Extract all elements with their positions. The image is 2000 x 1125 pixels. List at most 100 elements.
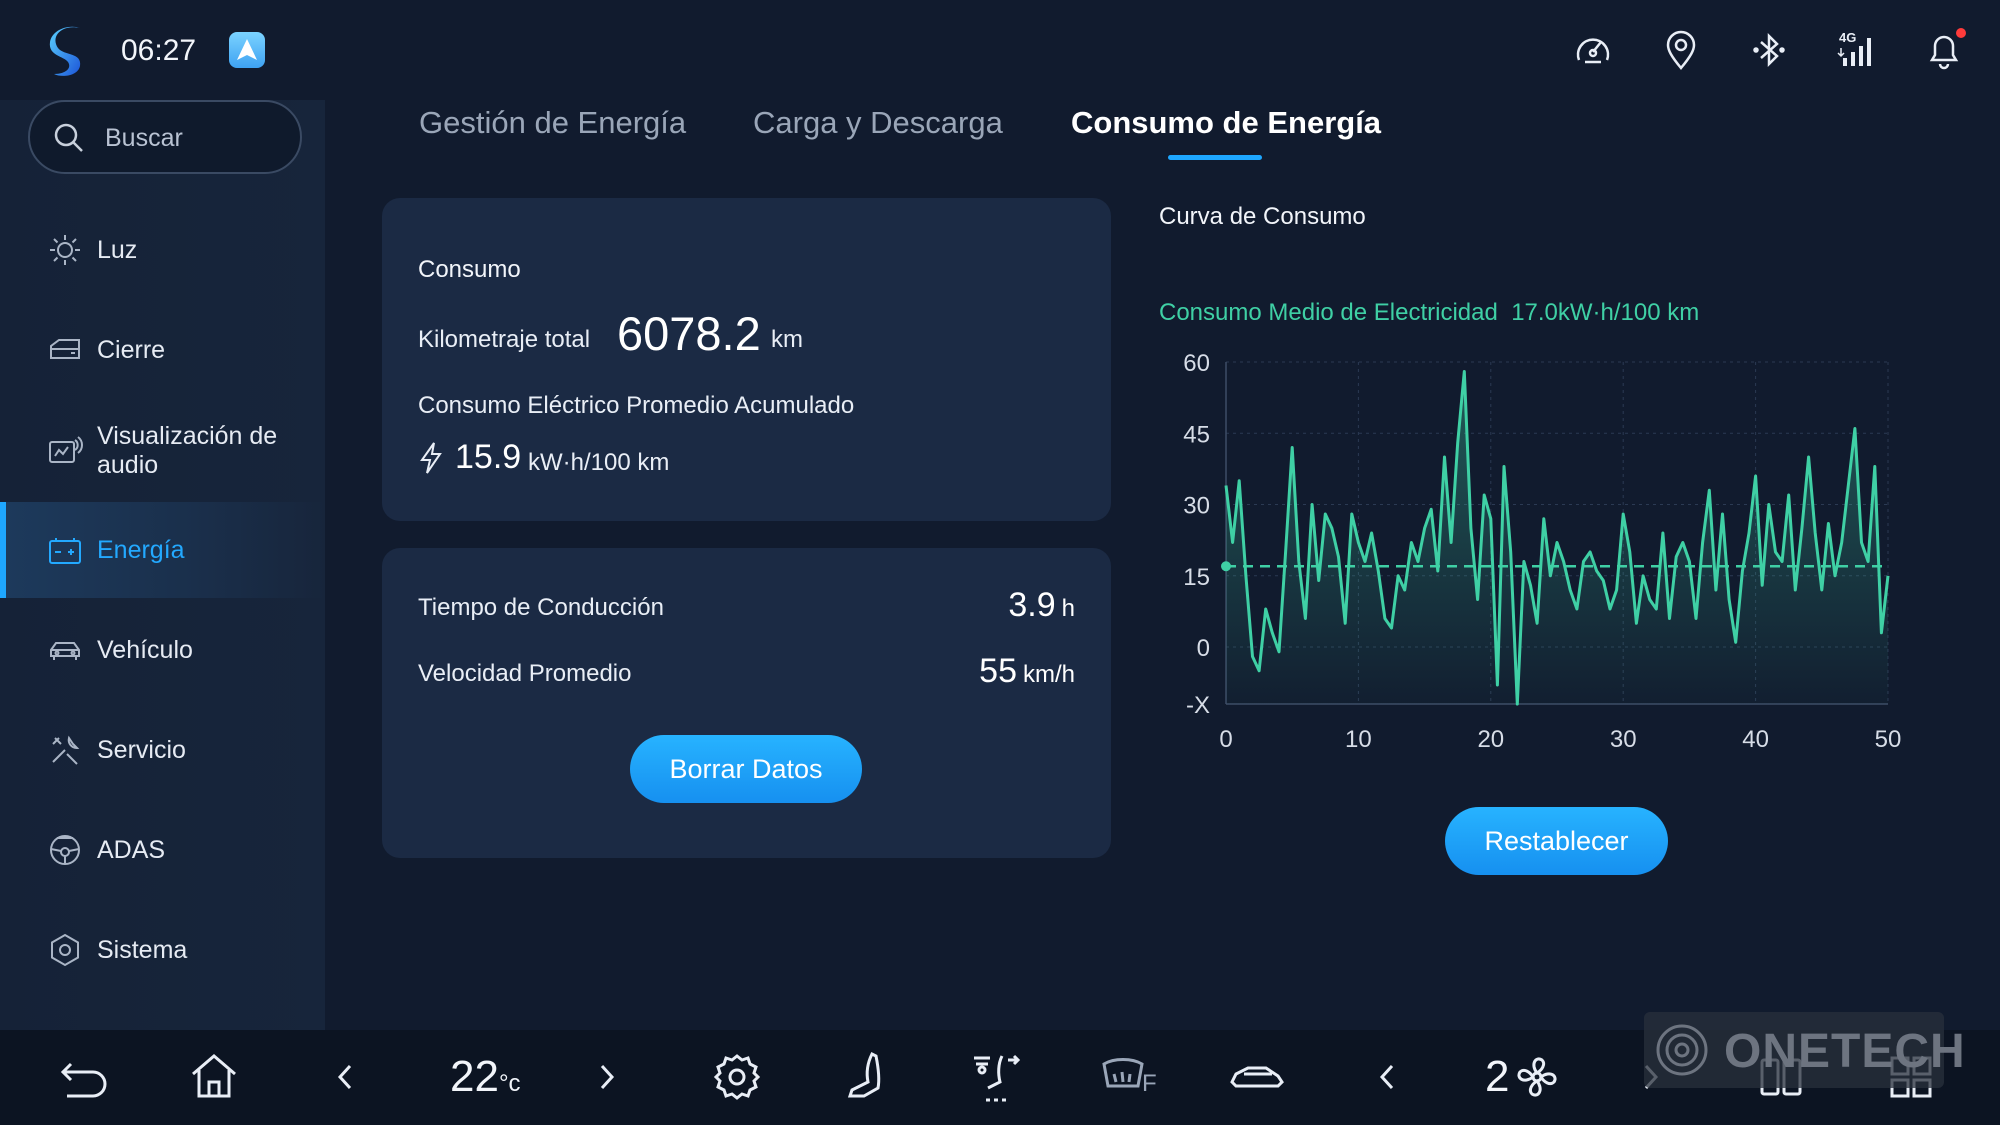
status-bar: 06:27 4G xyxy=(0,0,2000,100)
seat-icon[interactable] xyxy=(838,1048,896,1106)
location-icon[interactable] xyxy=(1659,28,1703,72)
sidebar-item-audio[interactable]: Visualización de audio xyxy=(0,402,325,498)
sidebar-item-adas[interactable]: ADAS xyxy=(0,802,325,898)
chart-average-text: Consumo Medio de Electricidad xyxy=(1159,299,1498,326)
x-tick-label: 40 xyxy=(1742,726,1769,753)
watermark-logo-icon xyxy=(1656,1024,1708,1076)
consumption-title: Consumo xyxy=(418,256,521,283)
audio-display-icon xyxy=(49,436,83,463)
series-area xyxy=(1226,371,1888,704)
temperature-value: 22 xyxy=(450,1052,499,1101)
avg-speed-value: 55 km/h xyxy=(979,652,1075,691)
driving-time-unit: h xyxy=(1061,595,1075,622)
mileage-unit: km xyxy=(771,326,803,353)
back-icon[interactable] xyxy=(55,1048,113,1106)
series-line xyxy=(1224,370,1890,706)
sidebar-item-label: Cierre xyxy=(97,336,166,364)
x-tick-label: 20 xyxy=(1477,726,1504,753)
temperature-unit: °c xyxy=(498,1070,521,1097)
tab-carga-descarga[interactable]: Carga y Descarga xyxy=(753,105,1003,140)
brand-logo-icon xyxy=(49,26,81,76)
avg-speed-label: Velocidad Promedio xyxy=(418,660,632,687)
search-icon xyxy=(54,123,83,152)
sidebar-item-sistema[interactable]: Sistema xyxy=(0,902,325,998)
sidebar-item-cierre[interactable]: Cierre xyxy=(0,302,325,398)
sidebar-item-luz[interactable]: Luz xyxy=(0,202,325,298)
driving-stats-card: Tiempo de Conducción 3.9 h Velocidad Prom… xyxy=(382,548,1111,858)
steering-wheel-icon xyxy=(50,835,80,865)
sidebar: Buscar Luz Cierre Visualización de audio… xyxy=(0,100,325,1030)
consumption-chart: 60 45 30 15 0 -X 0 10 20 30 40 50 xyxy=(1183,350,1902,753)
search-input[interactable]: Buscar xyxy=(28,100,302,174)
avg-consumption-value: 15.9 xyxy=(455,438,522,476)
bluetooth-icon[interactable] xyxy=(1747,28,1791,72)
signal-icon: 4G xyxy=(1835,28,1879,72)
search-placeholder: Buscar xyxy=(105,124,183,152)
temperature-display: 22°c xyxy=(450,1052,521,1102)
x-tick-label: 0 xyxy=(1219,726,1232,753)
fan-speed-value: 2 xyxy=(1485,1052,1510,1101)
sidebar-item-label: Energía xyxy=(97,536,185,564)
lightning-icon xyxy=(420,442,442,474)
x-tick-label: 10 xyxy=(1345,726,1372,753)
notification-dot xyxy=(1956,28,1966,38)
network-type: 4G xyxy=(1839,30,1857,45)
car-icon xyxy=(50,642,80,660)
chevron-left-icon[interactable] xyxy=(316,1048,374,1106)
navigation-app-icon[interactable] xyxy=(229,32,265,68)
y-tick-label: 60 xyxy=(1183,350,1210,377)
y-tick-label: 45 xyxy=(1183,421,1210,448)
driving-time-value: 3.9 h xyxy=(1008,586,1075,625)
y-tick-label: 30 xyxy=(1183,493,1210,520)
sidebar-item-label: Sistema xyxy=(97,936,188,964)
sidebar-item-servicio[interactable]: Servicio xyxy=(0,702,325,798)
clock: 06:27 xyxy=(121,34,197,67)
sidebar-item-energia[interactable]: Energía xyxy=(0,502,325,598)
sun-icon xyxy=(50,235,80,265)
y-tick-label: 15 xyxy=(1183,564,1210,591)
sidebar-item-label: Visualización de audio xyxy=(97,422,278,479)
rear-defrost-icon[interactable] xyxy=(1098,1048,1156,1106)
bell-icon[interactable] xyxy=(1922,28,1966,72)
wrench-icon xyxy=(52,735,80,765)
hexagon-gear-icon xyxy=(51,933,79,967)
sidebar-item-label: Servicio xyxy=(97,736,186,764)
y-tick-label: 0 xyxy=(1197,635,1210,662)
fan-left-chevron-icon[interactable] xyxy=(1358,1048,1416,1106)
battery-icon xyxy=(49,538,81,564)
reset-button[interactable]: Restablecer xyxy=(1445,807,1668,875)
home-icon[interactable] xyxy=(185,1048,243,1106)
consumption-card: Consumo Kilometraje total 6078.2 km Cons… xyxy=(382,198,1111,521)
sidebar-item-label: ADAS xyxy=(97,836,166,864)
rear-defrost-label: F xyxy=(1142,1070,1157,1097)
driving-time-label: Tiempo de Conducción xyxy=(418,594,664,621)
y-tick-label: -X xyxy=(1186,692,1210,719)
watermark: ONETECH xyxy=(1644,1012,1965,1088)
tab-consumo-energia[interactable]: Consumo de Energía xyxy=(1071,105,1382,140)
active-tab-indicator xyxy=(1168,155,1262,160)
chart-average-value: 17.0kW·h/100 km xyxy=(1511,299,1700,326)
chart-average-label: Consumo Medio de Electricidad 17.0kW·h/1… xyxy=(1159,299,1699,327)
avg-speed-number: 55 xyxy=(979,652,1017,690)
avg-speed-unit: km/h xyxy=(1022,661,1075,688)
x-tick-label: 30 xyxy=(1610,726,1637,753)
tab-gestion-energia[interactable]: Gestión de Energía xyxy=(419,105,687,140)
x-tick-label: 50 xyxy=(1875,726,1902,753)
airflow-icon[interactable] xyxy=(968,1048,1026,1106)
speedometer-icon[interactable] xyxy=(1571,28,1615,72)
sidebar-item-label: Luz xyxy=(97,236,138,264)
gear-icon[interactable] xyxy=(708,1048,766,1106)
mileage-label: Kilometraje total xyxy=(418,326,591,353)
watermark-text: ONETECH xyxy=(1724,1025,1966,1078)
avg-consumption-unit: kW·h/100 km xyxy=(528,449,670,476)
average-marker xyxy=(1221,561,1231,572)
chart-title: Curva de Consumo xyxy=(1159,203,1366,230)
sidebar-item-label: Vehículo xyxy=(97,636,193,664)
sidebar-item-vehiculo[interactable]: Vehículo xyxy=(0,602,325,698)
car-side-icon[interactable] xyxy=(1228,1048,1286,1106)
mileage-value: 6078.2 xyxy=(617,307,761,360)
chevron-right-icon[interactable] xyxy=(578,1048,636,1106)
clear-data-button[interactable]: Borrar Datos xyxy=(630,735,862,803)
avg-consumption-label: Consumo Eléctrico Promedio Acumulado xyxy=(418,392,855,419)
fan-icon xyxy=(1517,1057,1557,1097)
